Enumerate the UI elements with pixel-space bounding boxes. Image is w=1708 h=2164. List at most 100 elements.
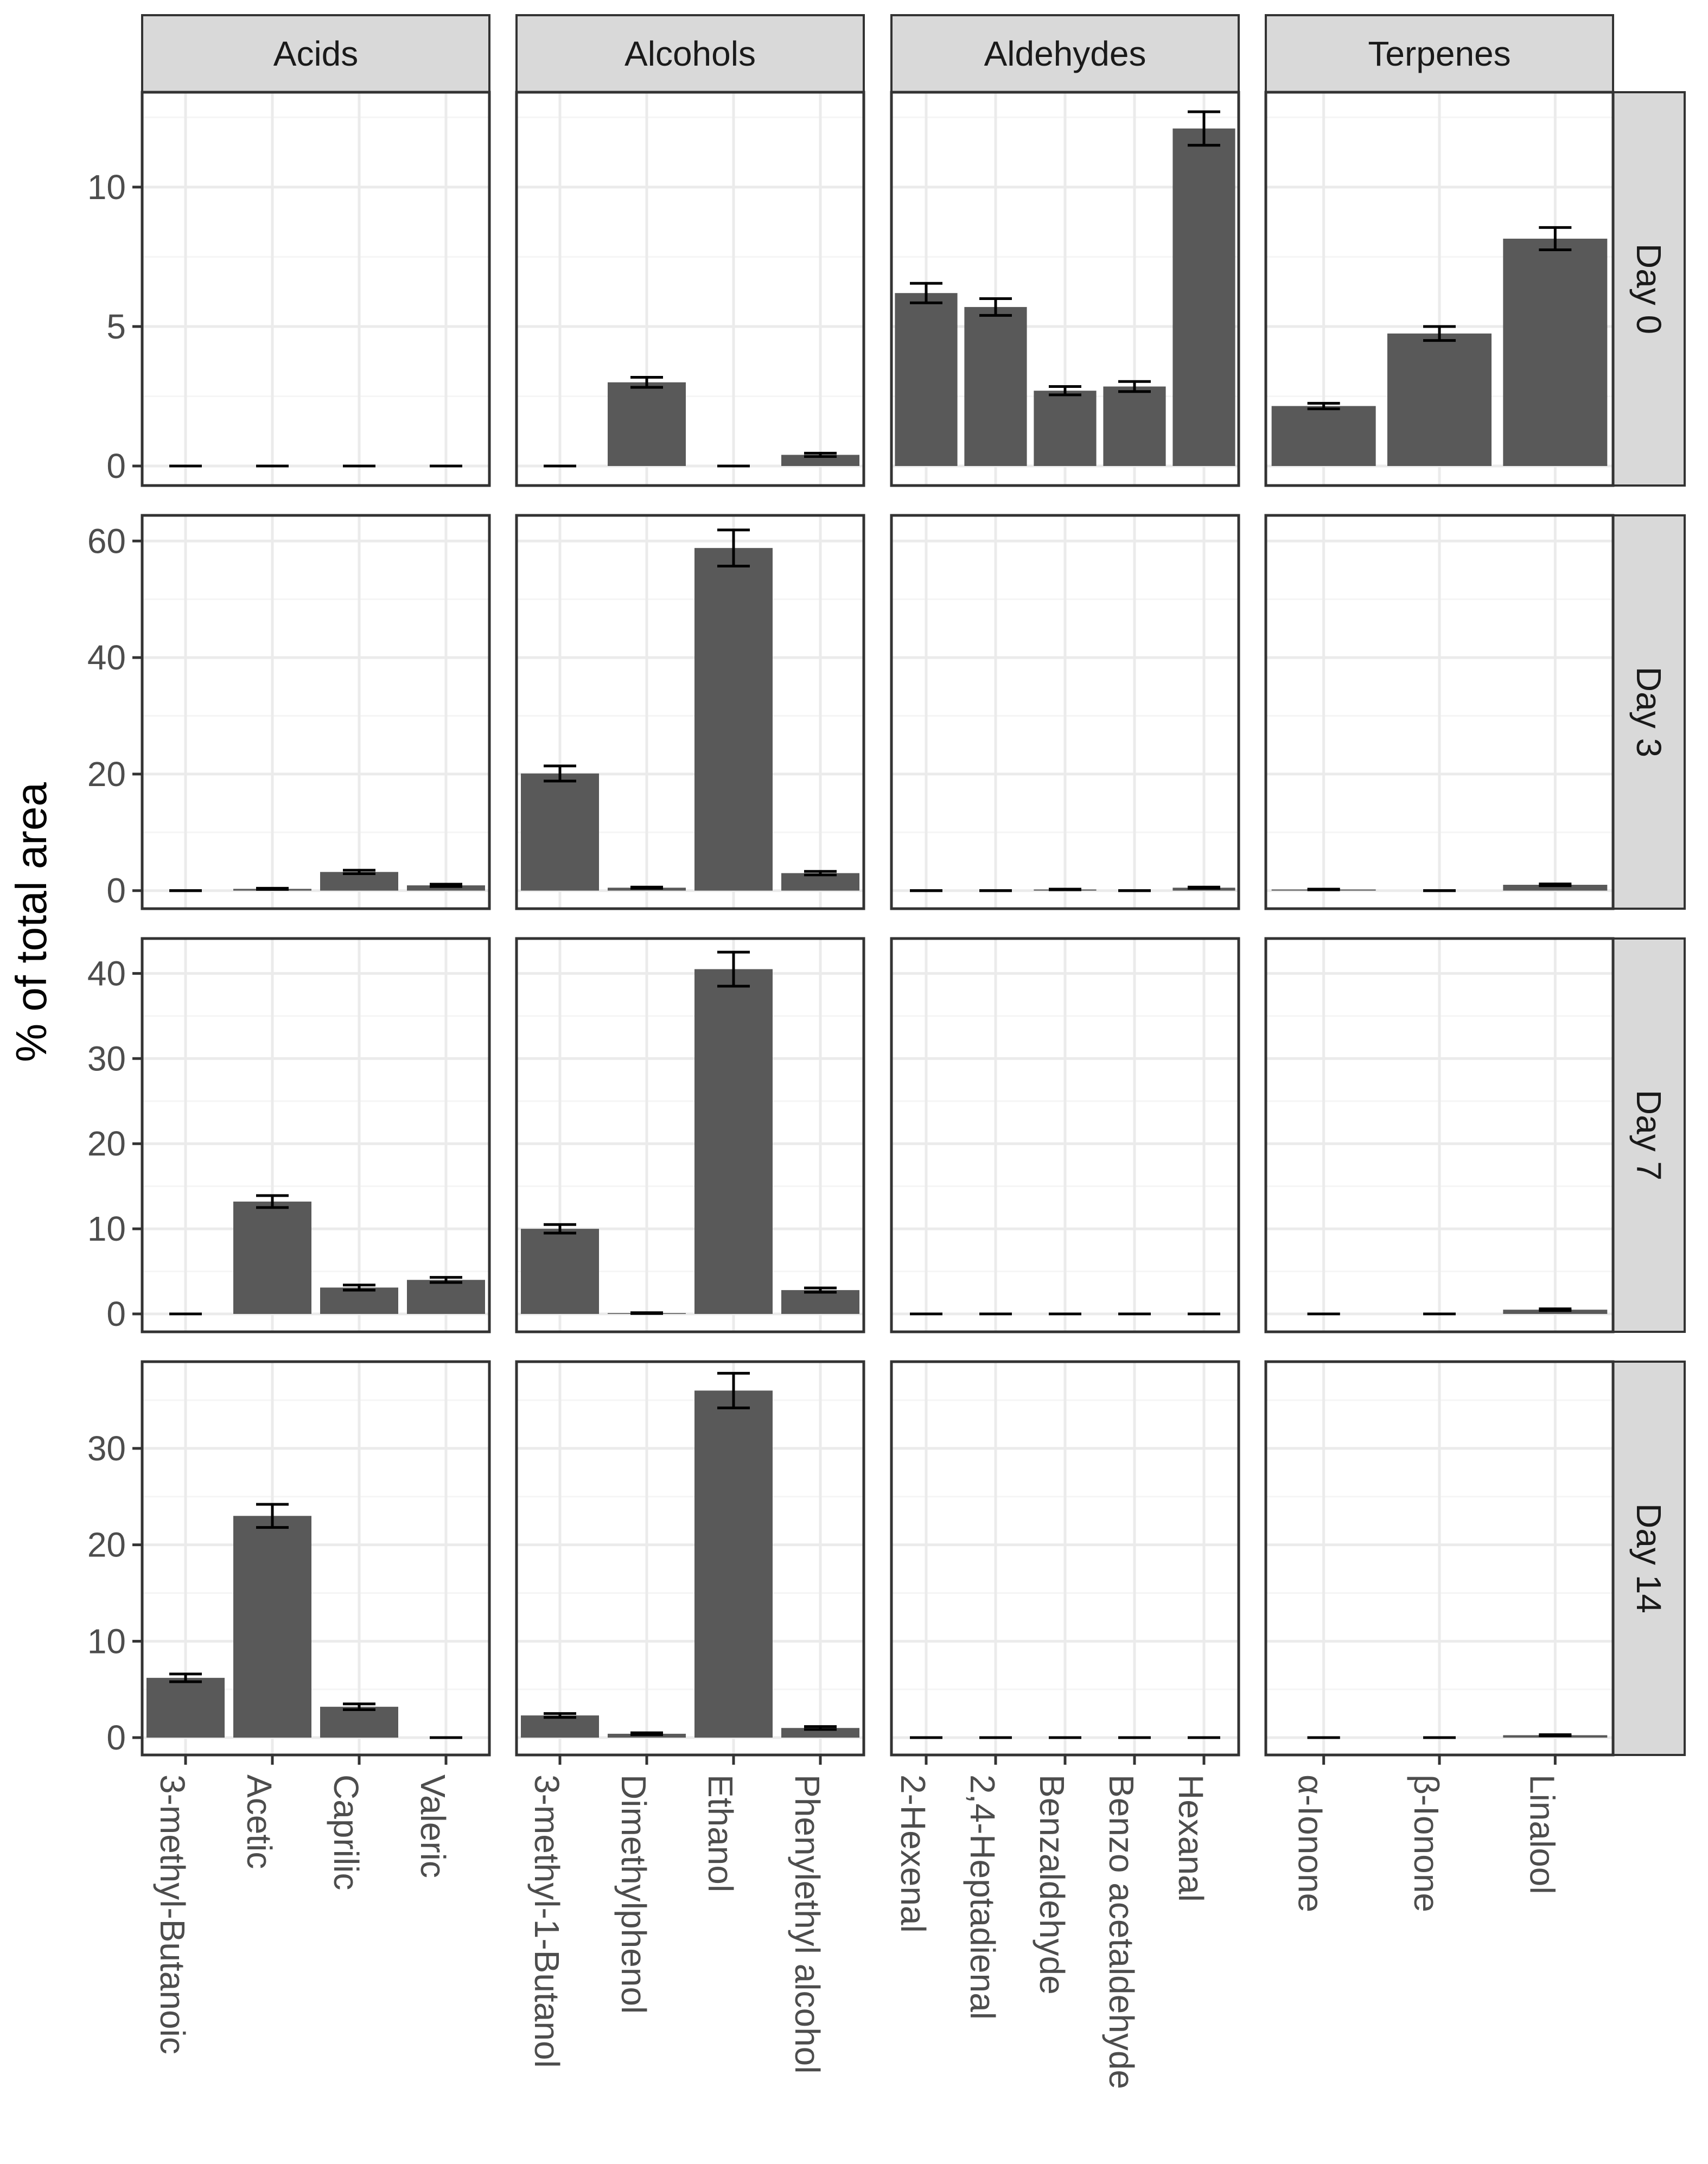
y-tick-label: 10 (87, 1209, 126, 1248)
error-bar-valeric (430, 883, 462, 888)
panel-border (141, 1360, 491, 1757)
error-bar-linalool (1539, 882, 1572, 888)
bar-ionone (1271, 406, 1376, 467)
bar-ionone (1387, 333, 1492, 467)
x-tick-label: 2,4-Heptadienal (963, 1774, 1002, 2020)
y-tick-label: 10 (87, 1622, 126, 1661)
panel-border (141, 91, 491, 487)
column-strip-label: Acids (273, 34, 359, 73)
error-bar-2-hexenal (910, 282, 942, 304)
panel-border (890, 937, 1240, 1333)
bar-benzaldehyde (1034, 391, 1097, 467)
panel-day-0-acids: 0 5 10 (87, 91, 491, 487)
column-strip-background (141, 14, 490, 93)
x-tick-label: Dimethylphenol (614, 1774, 653, 2014)
panel-day-3-terpenes (1264, 514, 1615, 910)
bar-phenylethyl-alcohol (781, 455, 859, 467)
error-bar-caprilic (343, 1284, 375, 1292)
panel-border (141, 514, 491, 910)
column-strip-aldehydes: Aldehydes (890, 14, 1240, 93)
panel-border (890, 91, 1240, 487)
bar-ethanol (694, 1390, 773, 1738)
error-bar-dimethylphenol (630, 1311, 663, 1315)
bar-acetic (233, 1201, 311, 1314)
panel-day-14-alcohols: 3-methyl-1-Butanol Dimethylphenol Ethanol P… (515, 1360, 865, 2073)
error-bar-benzaldehyde (1049, 385, 1081, 397)
x-tick-label: β-Ionone (1407, 1774, 1446, 1912)
y-tick-label: 20 (87, 1124, 126, 1163)
bar-3-methyl-1-butanol (521, 773, 599, 891)
bar-caprilic (320, 1287, 398, 1314)
x-tick-label: Benzaldehyde (1033, 1774, 1072, 1995)
panel-border (515, 91, 865, 487)
y-tick-label: 20 (87, 1525, 126, 1565)
panel-border (1264, 937, 1615, 1333)
y-tick-label: 30 (87, 1429, 126, 1468)
y-tick-label: 30 (87, 1039, 126, 1078)
x-tick-label: Benzo acetaldehyde (1102, 1774, 1141, 2089)
y-tick-label: 0 (106, 871, 126, 910)
panel-border (1264, 91, 1615, 487)
panel-grid: Acids Alcohols Aldehydes Terpenes Day 0 Day 3… (87, 14, 1686, 2089)
row-strip-day-3: Day 3 (1612, 514, 1686, 910)
y-tick-label: 40 (87, 954, 126, 993)
row-strip-label: Day 7 (1629, 1090, 1668, 1180)
bar-3-methyl-1-butanol (521, 1229, 599, 1314)
error-bar-phenylethyl-alcohol (804, 451, 837, 458)
x-tick-label: Ethanol (701, 1774, 740, 1892)
y-axis-title: % of total area (7, 782, 55, 1062)
bar-hexanal (1172, 128, 1235, 467)
bar-3-methyl-1-butanol (521, 1715, 599, 1738)
error-bar-linalool (1539, 1307, 1572, 1312)
bar-ethanol (694, 969, 773, 1314)
panel-day-0-alcohols (515, 91, 865, 487)
error-bar-caprilic (343, 1702, 375, 1711)
row-strip-label: Day 14 (1629, 1503, 1668, 1613)
column-strip-alcohols: Alcohols (515, 14, 865, 93)
error-bar-acetic (256, 886, 289, 891)
error-bar-ionone (1307, 888, 1340, 891)
error-bar-hexanal (1188, 110, 1220, 147)
error-bar-linalool (1539, 226, 1572, 252)
bar-linalool (1503, 238, 1608, 467)
error-bar-phenylethyl-alcohol (804, 1725, 837, 1731)
error-bar-phenylethyl-alcohol (804, 870, 837, 877)
error-bar-dimethylphenol (630, 1731, 663, 1737)
error-bar-ionone (1307, 401, 1340, 411)
panel-border (1264, 514, 1615, 910)
panel-border (515, 937, 865, 1333)
bar-dimethylphenol (608, 382, 686, 467)
bar-valeric (407, 885, 485, 891)
panel-border (890, 514, 1240, 910)
panel-day-0-aldehydes (890, 91, 1240, 487)
y-tick-label: 60 (87, 521, 126, 560)
error-bar-caprilic (343, 869, 375, 876)
y-tick-label: 0 (106, 1294, 126, 1333)
error-bar-ethanol (717, 950, 750, 988)
x-tick-label: Caprilic (327, 1774, 366, 1890)
panel-border (515, 514, 865, 910)
row-strip-background (1612, 937, 1686, 1333)
bar-linalool (1503, 884, 1608, 891)
x-tick-label: α-Ionone (1291, 1774, 1330, 1912)
error-bar-hexanal (1188, 885, 1220, 890)
y-tick-label: 10 (87, 168, 126, 207)
column-strip-label: Terpenes (1368, 34, 1511, 73)
bar-phenylethyl-alcohol (781, 1290, 859, 1314)
row-strip-day-0: Day 0 (1612, 91, 1686, 487)
y-tick-label: 0 (106, 1718, 126, 1757)
panel-day-3-acids: 0 20 40 60 (87, 514, 491, 910)
bar-benzo-acetaldehyde (1103, 386, 1166, 467)
bar-phenylethyl-alcohol (781, 1728, 859, 1738)
panel-day-3-aldehydes (890, 514, 1240, 910)
panel-day-7-acids: 0 10 20 30 40 (87, 937, 491, 1333)
row-strip-label: Day 0 (1629, 244, 1668, 334)
bar-caprilic (320, 872, 398, 891)
error-bar-ethanol (717, 1371, 750, 1409)
row-strip-day-14: Day 14 (1612, 1361, 1686, 1756)
x-tick-label: Linalool (1522, 1774, 1562, 1894)
error-bar-3-methyl-1-butanol (544, 764, 576, 783)
x-tick-label: Valeric (413, 1774, 453, 1878)
bar-caprilic (320, 1707, 398, 1738)
